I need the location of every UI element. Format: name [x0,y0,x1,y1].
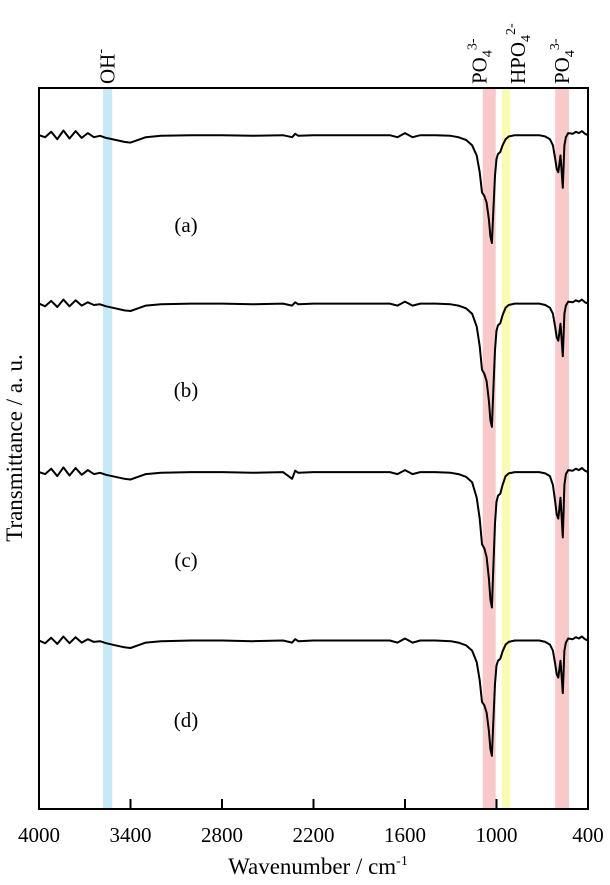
band-label-sup: 3- [465,38,480,50]
y-axis-title: Transmittance / a. u. [2,354,27,542]
x-tick-label: 4000 [18,823,60,847]
band-label-0: OH- [94,49,120,84]
x-axis-ticks: 4000 3400 2800 2200 1600 1000 400 [18,799,604,847]
band-highlights [103,88,569,809]
x-tick-label: 1600 [384,823,426,847]
spectrum-labels: (a) (b) (c) (d) [174,213,199,732]
band-label-base: PO [550,57,574,84]
x-axis-title-base: Wavenumber / cm [228,854,396,879]
spectrum-line-3 [38,635,589,757]
spectrum-line-0 [38,129,589,244]
x-tick-label: 2800 [201,823,243,847]
band-label-base: PO [467,57,491,84]
x-tick-label: 3400 [110,823,152,847]
band-label-2: HPO42- [504,23,534,84]
band-3 [555,88,569,809]
x-axis-title: Wavenumber / cm-1 [228,854,408,879]
x-tick-label: 1000 [476,823,518,847]
x-axis-title-sup: -1 [396,854,408,869]
x-tick-label: 2200 [293,823,335,847]
band-1 [482,88,496,809]
x-tick-label: 400 [572,823,604,847]
band-label-sup: - [94,49,109,54]
spectrum-label-3: (d) [174,708,199,732]
band-2 [501,88,511,809]
band-label-sup: 2- [504,23,519,35]
spectrum-line-1 [38,298,589,428]
spectrum-label-0: (a) [174,213,197,237]
band-label-base: OH [96,54,120,84]
spectra [38,129,589,757]
band-label-sub: 4 [563,50,578,57]
band-labels: OH-PO43- HPO42-PO43- [94,23,578,84]
band-0 [103,88,113,809]
spectrum-line-2 [38,466,589,609]
band-label-base: HPO [506,42,530,84]
band-label-sup: 3- [548,38,563,50]
spectrum-label-2: (c) [174,548,197,572]
band-label-sub: 4 [519,35,534,42]
band-label-1: PO43- [465,38,495,84]
spectrum-label-1: (b) [174,378,199,402]
band-label-sub: 4 [480,50,495,57]
band-label-3: PO43- [548,38,578,84]
